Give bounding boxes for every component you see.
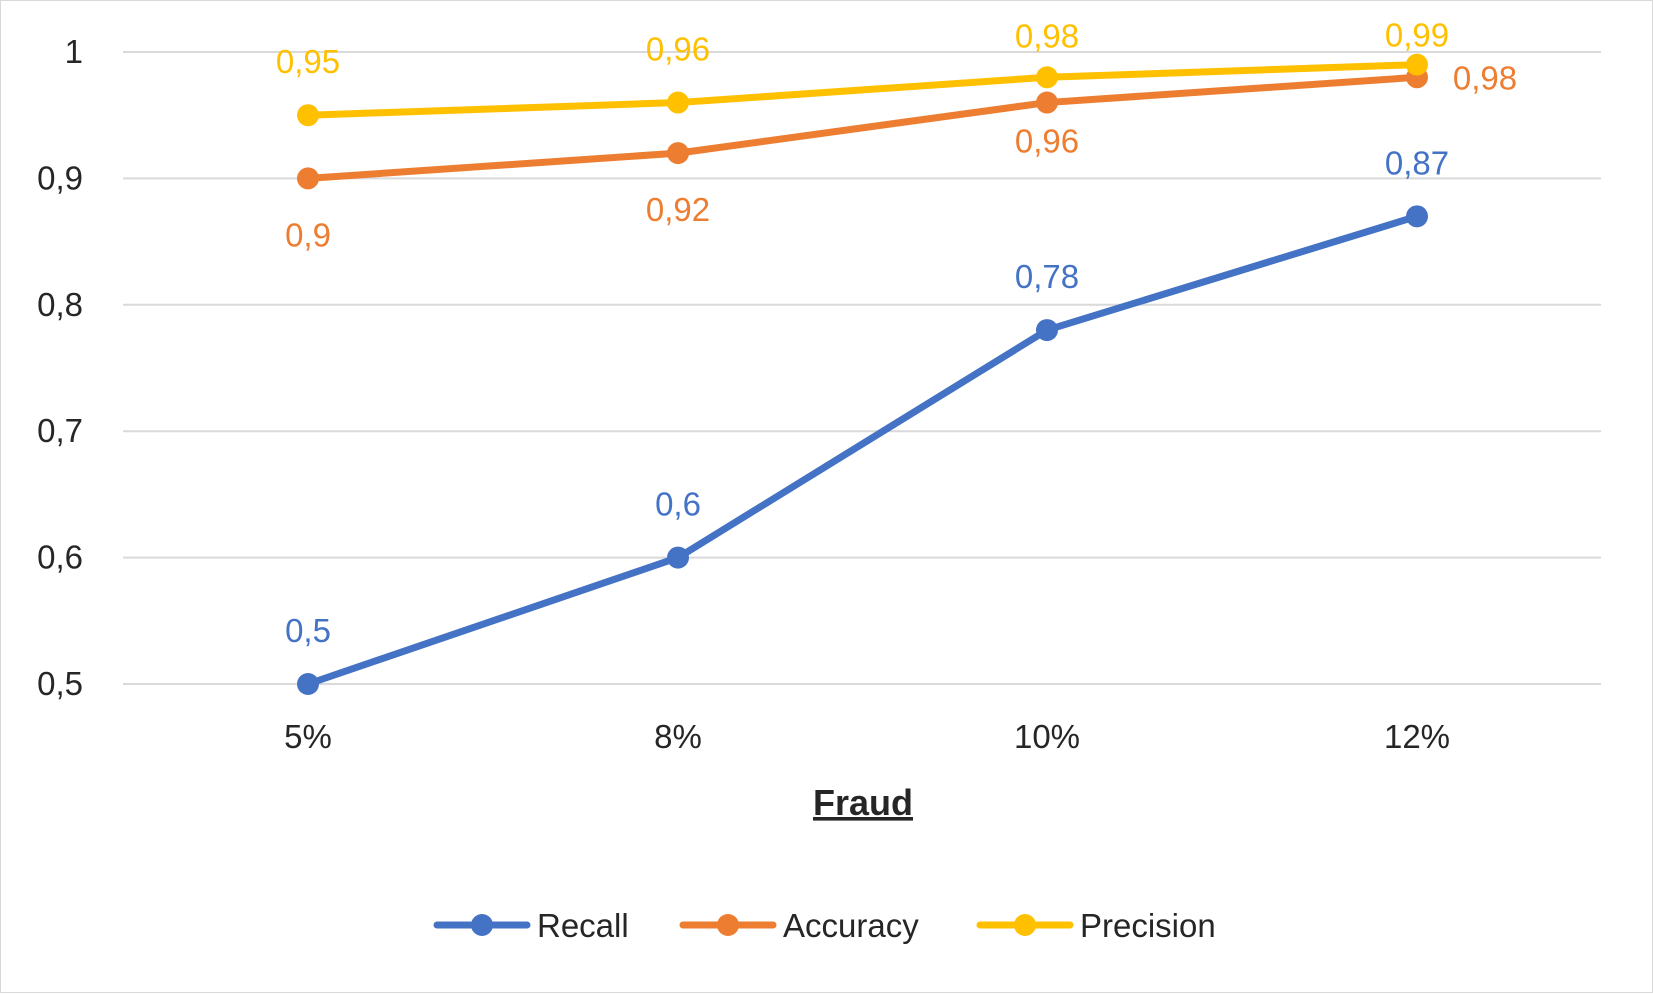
data-label-accuracy: 0,92 xyxy=(646,191,710,228)
x-tick-label: 12% xyxy=(1384,718,1450,755)
legend-marker-recall xyxy=(471,914,493,936)
data-point-recall xyxy=(1406,205,1428,228)
data-point-recall xyxy=(297,673,319,695)
y-axis-ticks: 0,5 0,6 0,7 0,8 0,9 1 xyxy=(37,33,83,702)
data-label-accuracy: 0,96 xyxy=(1015,123,1079,160)
data-label-recall: 0,5 xyxy=(285,612,331,649)
series-line-accuracy xyxy=(304,73,1421,182)
data-label-precision: 0,98 xyxy=(1015,17,1079,54)
y-tick-label: 0,8 xyxy=(37,286,83,323)
legend-marker-accuracy xyxy=(717,914,739,936)
y-tick-label: 0,9 xyxy=(37,159,83,196)
y-tick-label: 0,5 xyxy=(37,665,83,702)
data-label-recall: 0,87 xyxy=(1385,144,1449,181)
series-line-recall xyxy=(304,212,1421,688)
series-lines xyxy=(297,53,1428,695)
data-label-accuracy: 0,98 xyxy=(1453,59,1517,96)
data-label-precision: 0,99 xyxy=(1385,17,1449,54)
gridlines xyxy=(123,51,1601,685)
x-tick-label: 5% xyxy=(284,718,332,755)
x-tick-label: 10% xyxy=(1014,718,1080,755)
data-point-precision xyxy=(297,104,319,127)
legend-label-accuracy: Accuracy xyxy=(783,907,919,944)
data-label-precision: 0,95 xyxy=(276,43,340,80)
data-label-recall: 0,78 xyxy=(1015,258,1079,295)
legend-label-precision: Precision xyxy=(1080,907,1216,944)
data-point-precision xyxy=(667,91,689,114)
legend-marker-precision xyxy=(1014,914,1036,936)
data-point-recall xyxy=(1036,319,1058,342)
data-label-accuracy: 0,9 xyxy=(285,216,331,253)
series-line-precision xyxy=(304,61,1421,119)
data-point-accuracy xyxy=(297,167,319,190)
data-labels: 0,5 0,6 0,78 0,87 0,9 0,92 0,96 0,98 0,95 0,96 0,9… xyxy=(276,17,1517,649)
x-axis-ticks: 5% 8% 10% 12% xyxy=(284,718,1450,755)
data-point-accuracy xyxy=(1036,91,1058,114)
x-tick-label: 8% xyxy=(654,718,702,755)
legend: Recall Accuracy Precision xyxy=(433,907,1216,944)
data-label-recall: 0,6 xyxy=(655,486,701,523)
y-tick-label: 0,6 xyxy=(37,539,83,576)
data-point-recall xyxy=(667,546,689,569)
data-label-precision: 0,96 xyxy=(646,31,710,68)
data-point-precision xyxy=(1406,53,1428,76)
data-point-accuracy xyxy=(667,142,689,165)
x-axis-title: Fraud xyxy=(813,782,913,823)
data-point-precision xyxy=(1036,66,1058,89)
y-tick-label: 1 xyxy=(65,33,83,70)
y-tick-label: 0,7 xyxy=(37,412,83,449)
legend-label-recall: Recall xyxy=(537,907,629,944)
